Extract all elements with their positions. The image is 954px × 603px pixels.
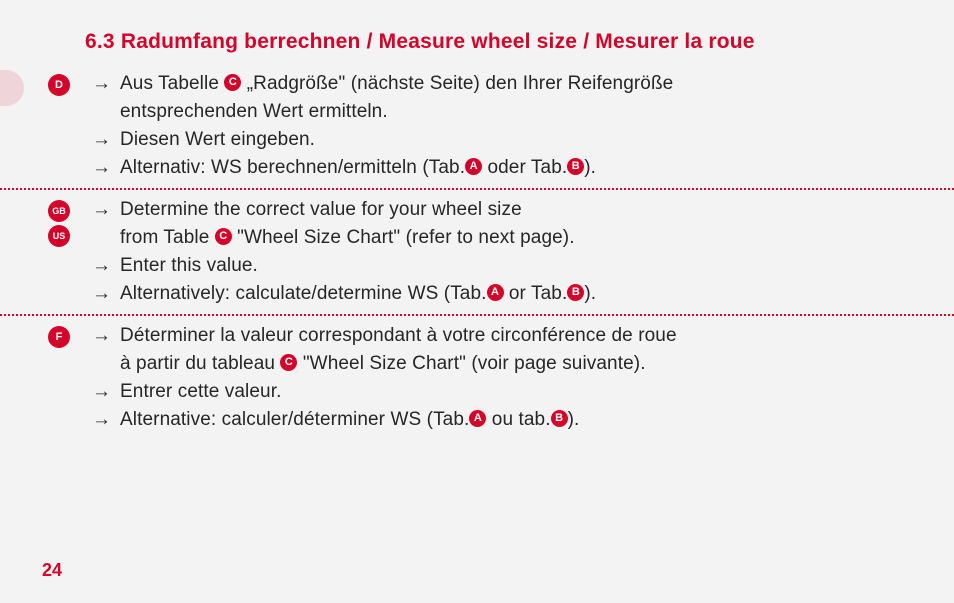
arrow-icon: → [92,322,110,350]
instruction-line: → Diesen Wert eingeben. [92,126,914,154]
page-title: 6.3 Radumfang berrechnen / Measure wheel… [85,30,755,54]
edge-tab [0,70,24,106]
ref-badge-c: C [280,354,297,371]
ref-badge-b: B [567,284,584,301]
instruction-line: → Alternativ: WS berechnen/ermitteln (Tab… [92,154,914,182]
arrow-icon: → [92,126,110,154]
lang-tag-gb: GB [48,200,70,222]
instruction-line: from Table C "Wheel Size Chart" (refer t… [92,224,914,252]
instruction-line: → Aus Tabelle C „Radgröße" (nächste Seite… [92,70,914,98]
ref-badge-c: C [224,74,241,91]
arrow-icon: → [92,406,110,434]
arrow-icon: → [92,252,110,280]
content-de: → Aus Tabelle C „Radgröße" (nächste Seite… [92,70,914,182]
instruction-line: à partir du tableau C "Wheel Size Chart"… [92,350,914,378]
instruction-line: → Alternative: calculer/déterminer WS (Ta… [92,406,914,434]
arrow-icon: → [92,280,110,308]
content-fr: → Déterminer la valeur correspondant à vo… [92,322,914,434]
page: 6.3 Radumfang berrechnen / Measure wheel… [0,0,954,603]
instruction-line: → Alternatively: calculate/determine WS (… [92,280,914,308]
instruction-text: Alternative: calculer/déterminer WS (Tab… [120,406,579,434]
instruction-text: Diesen Wert eingeben. [120,126,315,154]
instruction-line: → Determine the correct value for your wh… [92,196,914,224]
divider-1 [0,188,954,190]
page-number: 24 [42,560,62,581]
section-de: D → Aus Tabelle C „Radgröße" (nächste Sei… [0,70,954,186]
instruction-text: Determine the correct value for your whe… [120,196,522,224]
instruction-text: Alternatively: calculate/determine WS (T… [120,280,596,308]
lang-tags-fr: F [48,326,70,348]
instruction-line: → Enter this value. [92,252,914,280]
ref-badge-a: A [487,284,504,301]
instruction-text: à partir du tableau C "Wheel Size Chart"… [120,350,646,378]
instruction-text: from Table C "Wheel Size Chart" (refer t… [120,224,575,252]
lang-tags-de: D [48,74,70,96]
instruction-line: entsprechenden Wert ermitteln. [92,98,914,126]
instruction-line: → Entrer cette valeur. [92,378,914,406]
lang-tags-en: GB US [48,200,70,247]
instruction-text: Enter this value. [120,252,258,280]
ref-badge-a: A [469,410,486,427]
section-en: GB US → Determine the correct value for yo… [0,196,954,312]
instruction-text: entsprechenden Wert ermitteln. [120,98,388,126]
arrow-icon: → [92,196,110,224]
lang-tag-us: US [48,225,70,247]
ref-badge-a: A [465,158,482,175]
ref-badge-b: B [551,410,568,427]
instruction-text: Déterminer la valeur correspondant à vot… [120,322,677,350]
arrow-icon: → [92,378,110,406]
lang-tag-d: D [48,74,70,96]
ref-badge-b: B [567,158,584,175]
instruction-line: → Déterminer la valeur correspondant à vo… [92,322,914,350]
instruction-text: Alternativ: WS berechnen/ermitteln (Tab.… [120,154,596,182]
instruction-text: Entrer cette valeur. [120,378,281,406]
section-fr: F → Déterminer la valeur correspondant à … [0,322,954,442]
ref-badge-c: C [215,228,232,245]
arrow-icon: → [92,70,110,98]
arrow-icon: → [92,154,110,182]
instruction-text: Aus Tabelle C „Radgröße" (nächste Seite)… [120,70,673,98]
lang-tag-f: F [48,326,70,348]
content-en: → Determine the correct value for your wh… [92,196,914,308]
divider-2 [0,314,954,316]
